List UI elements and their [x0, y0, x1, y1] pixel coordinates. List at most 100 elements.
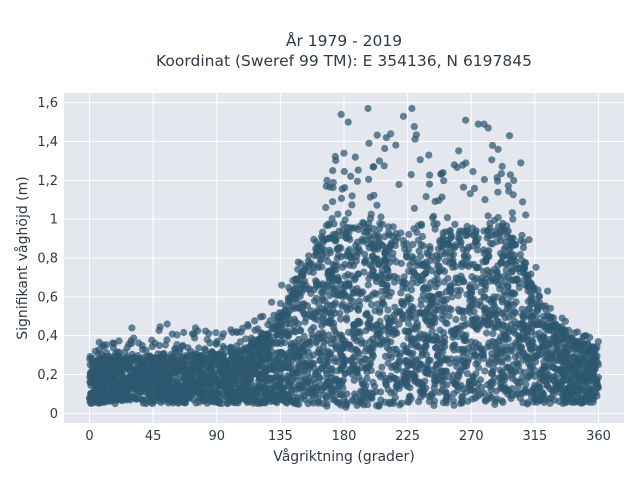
data-point [256, 384, 264, 392]
data-point [336, 331, 344, 339]
data-point [344, 209, 352, 217]
data-point [181, 393, 189, 401]
data-point [433, 360, 441, 368]
data-point [550, 364, 559, 372]
data-point [219, 342, 227, 350]
data-point [426, 171, 434, 179]
data-point [468, 395, 476, 403]
data-point [358, 237, 367, 245]
data-point [325, 221, 333, 229]
outlier-point [505, 132, 514, 140]
data-point [419, 276, 427, 284]
data-point [224, 399, 232, 407]
data-point [509, 289, 517, 297]
data-point [536, 299, 544, 307]
data-point [251, 317, 259, 325]
data-point [540, 312, 548, 320]
data-point [497, 227, 505, 235]
data-point [248, 365, 256, 373]
data-point [313, 306, 321, 315]
data-point [180, 328, 188, 337]
data-point [367, 301, 376, 309]
data-point [488, 354, 496, 362]
data-point [355, 297, 363, 305]
data-point [174, 375, 182, 384]
data-point [507, 242, 515, 250]
data-point [276, 379, 284, 387]
data-point [327, 383, 335, 391]
data-point [591, 365, 600, 373]
data-point [379, 371, 387, 379]
data-point [458, 393, 466, 401]
data-point [531, 320, 539, 329]
data-point [512, 275, 520, 283]
data-point [355, 317, 363, 325]
data-point [491, 397, 499, 405]
data-point [480, 317, 488, 326]
data-point [184, 344, 192, 352]
data-point [527, 293, 535, 301]
data-point [422, 193, 430, 201]
data-point [306, 341, 314, 349]
data-point [301, 376, 309, 384]
data-point [322, 252, 330, 260]
data-point [556, 365, 565, 373]
data-point [524, 325, 532, 333]
data-point [362, 311, 370, 319]
y-axis-ticks: 0 0,2 0,4 0,6 0,8 1 1,2 1,4 1,6 [37, 96, 58, 422]
data-point [362, 327, 370, 335]
outlier-point [462, 116, 470, 124]
data-point [380, 162, 388, 170]
data-point [430, 384, 438, 392]
data-point [458, 399, 466, 407]
data-point [265, 365, 273, 373]
data-point [276, 313, 284, 321]
data-point [384, 229, 393, 237]
data-point [365, 175, 373, 183]
data-point [241, 387, 249, 395]
data-point [498, 310, 506, 318]
data-point [430, 376, 438, 384]
data-point [324, 235, 332, 243]
data-point [409, 240, 417, 249]
data-point [307, 326, 315, 334]
data-point [417, 220, 425, 228]
data-point [180, 374, 188, 382]
data-point [115, 362, 123, 370]
data-point [96, 361, 104, 369]
data-point [240, 368, 248, 376]
data-point [548, 348, 556, 356]
data-point [319, 331, 327, 339]
data-point [481, 196, 489, 204]
data-point [433, 251, 441, 259]
data-point [291, 339, 299, 347]
data-point [332, 236, 340, 244]
data-point [345, 245, 354, 254]
data-point [515, 284, 523, 292]
data-point [194, 384, 202, 392]
data-point [318, 321, 326, 330]
data-point [87, 399, 95, 407]
data-point [350, 376, 358, 384]
data-point [143, 361, 151, 369]
data-point [319, 235, 327, 243]
data-point [463, 370, 471, 378]
data-point [328, 268, 336, 277]
data-point [162, 373, 171, 381]
data-point [405, 307, 413, 315]
data-point [544, 287, 552, 295]
data-point [511, 353, 519, 361]
outlier-point [474, 120, 482, 128]
data-point [387, 314, 395, 322]
data-point [238, 349, 246, 357]
data-point [397, 259, 405, 267]
data-point [384, 251, 392, 259]
data-point [341, 370, 349, 378]
data-point [498, 162, 506, 170]
x-tick-label: 225 [395, 429, 420, 444]
data-point [573, 397, 581, 405]
data-point [342, 314, 350, 322]
outlier-point [399, 112, 407, 120]
data-point [331, 396, 339, 404]
